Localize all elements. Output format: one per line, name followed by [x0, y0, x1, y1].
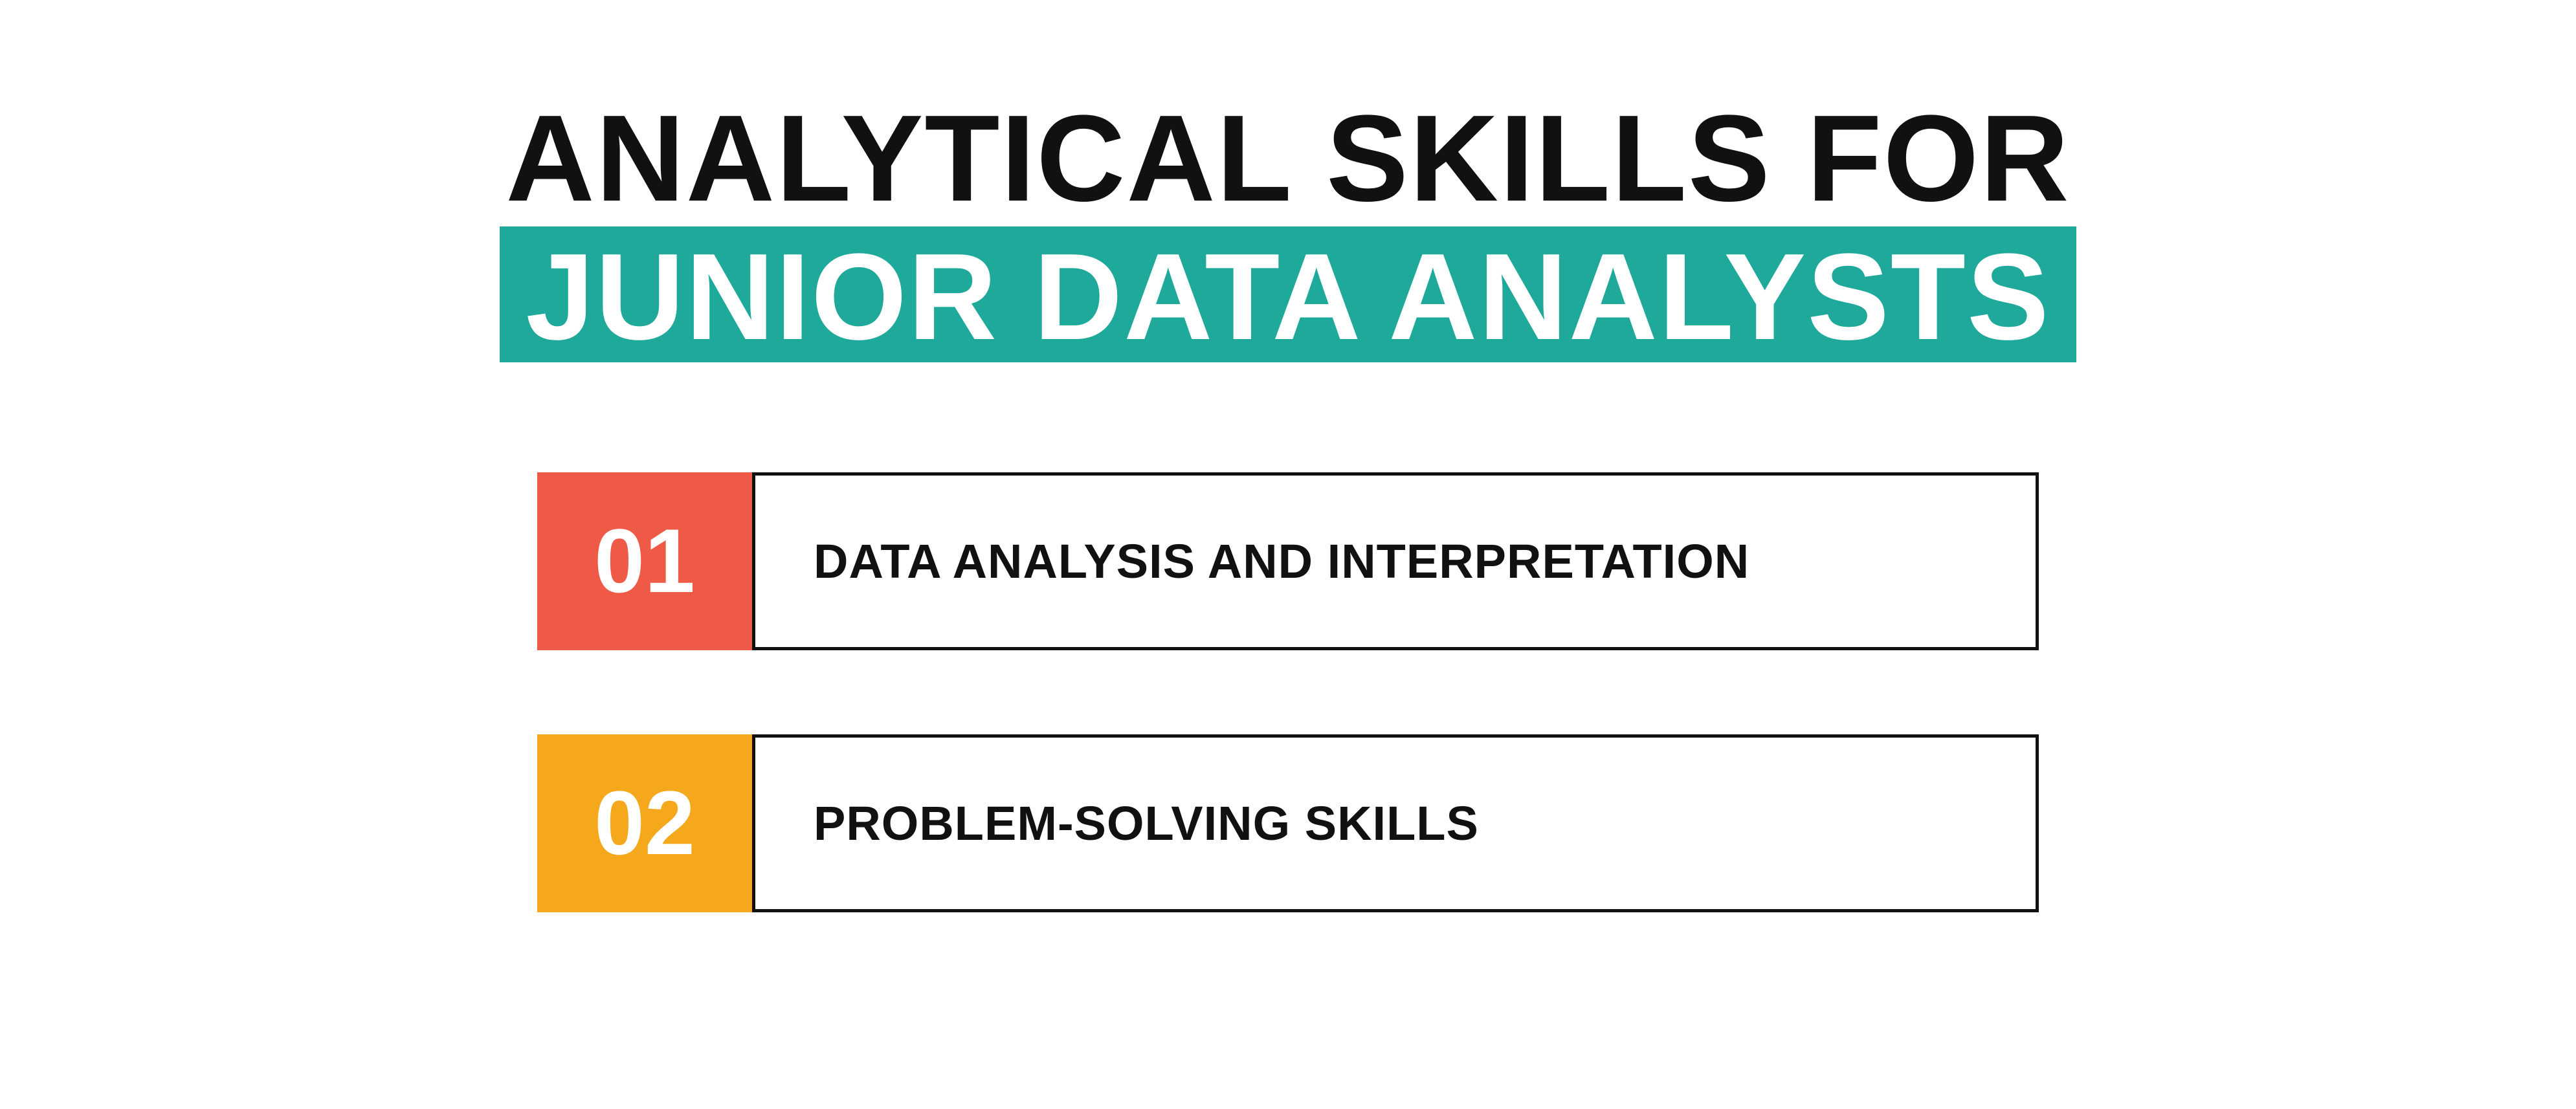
skill-label: DATA ANALYSIS AND INTERPRETATION [752, 472, 2039, 650]
title-block: ANALYTICAL SKILLS FOR JUNIOR DATA ANALYS… [500, 97, 2076, 362]
skill-number: 02 [537, 734, 752, 912]
skill-item: 02PROBLEM-SOLVING SKILLS [537, 734, 2039, 912]
title-line-1: ANALYTICAL SKILLS FOR [500, 97, 2076, 220]
skill-item: 01DATA ANALYSIS AND INTERPRETATION [537, 472, 2039, 650]
skill-number: 01 [537, 472, 752, 650]
title-line-2: JUNIOR DATA ANALYSTS [500, 226, 2076, 362]
skill-label: PROBLEM-SOLVING SKILLS [752, 734, 2039, 912]
items-list: 01DATA ANALYSIS AND INTERPRETATION02PROB… [537, 472, 2039, 912]
